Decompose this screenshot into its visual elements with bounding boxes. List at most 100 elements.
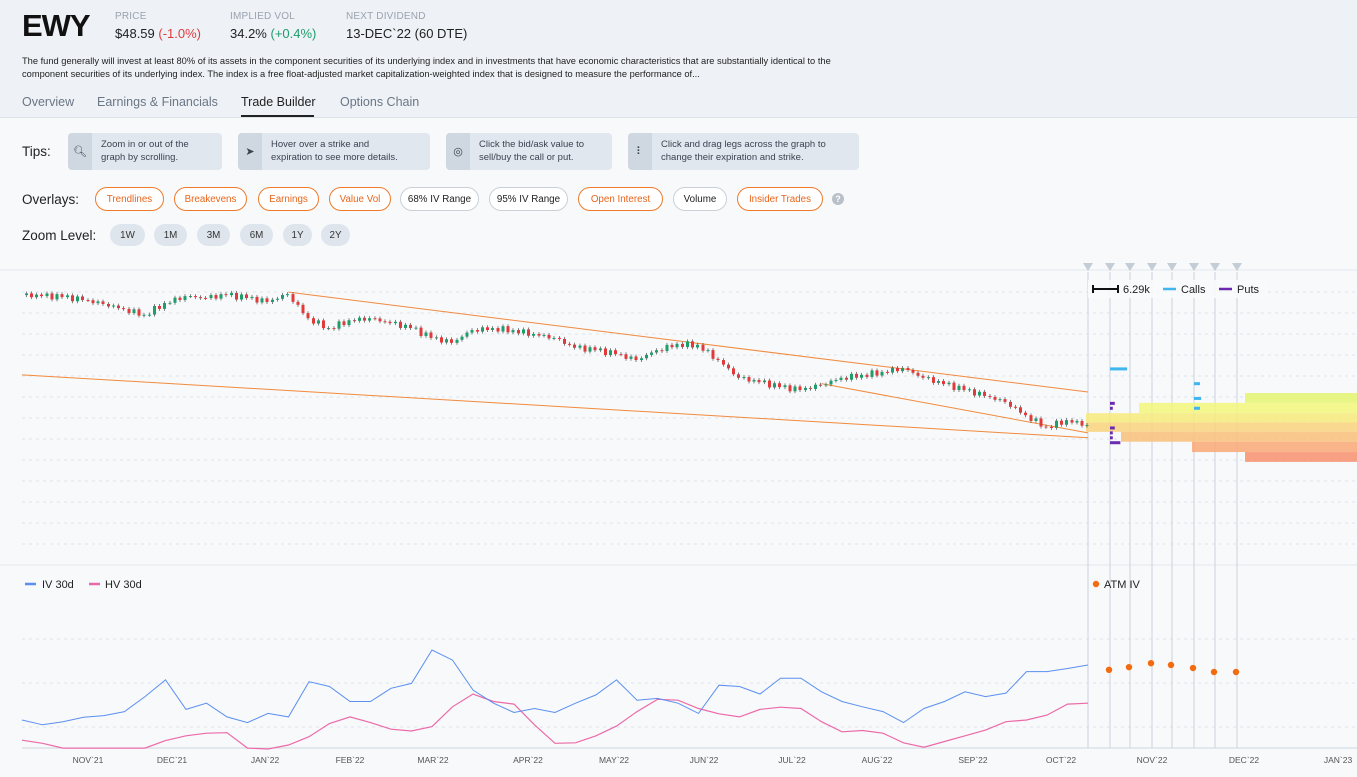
tab-trade-builder[interactable]: Trade Builder <box>241 95 316 109</box>
expiration-marker-icon <box>1147 263 1157 271</box>
zoom-2y[interactable]: 2Y <box>321 224 350 246</box>
candle-down <box>71 295 74 302</box>
candle-down <box>204 297 207 299</box>
iv-30d-line <box>21 649 1089 726</box>
x-tick-label: SEP`22 <box>958 755 988 765</box>
put-oi-bar <box>1110 426 1115 430</box>
expiration-marker-icon <box>1189 263 1199 271</box>
oi-legend-bg <box>1088 280 1268 298</box>
candle-down <box>440 337 443 343</box>
overlay-95-iv-range[interactable]: 95% IV Range <box>489 187 568 211</box>
candle-up <box>532 333 535 336</box>
candle-up <box>76 296 79 302</box>
candle-down <box>137 309 141 316</box>
candle-up <box>793 386 797 392</box>
candle-down <box>875 370 879 376</box>
candle-up <box>763 380 766 383</box>
zoom-3m[interactable]: 3M <box>197 224 230 246</box>
x-tick-label: APR`22 <box>513 755 543 765</box>
candle-down <box>312 318 315 324</box>
candle-down <box>701 344 705 351</box>
tip-zoom: 🔍︎ Zoom in or out of the graph by scrolli… <box>68 133 222 170</box>
candle-up <box>189 296 192 298</box>
candle-down <box>50 293 54 300</box>
tab-earnings-financials[interactable]: Earnings & Financials <box>97 95 218 109</box>
candle-down <box>568 343 571 345</box>
overlay-open-interest[interactable]: Open Interest <box>578 187 663 211</box>
candle-up <box>465 332 469 337</box>
candle-down <box>537 333 541 336</box>
candle-down <box>383 321 387 323</box>
candle-up <box>578 345 582 348</box>
dividend-label: NEXT DIVIDEND <box>346 11 426 22</box>
candle-up <box>45 293 49 297</box>
overlay-value-vol[interactable]: Value Vol <box>329 187 391 211</box>
zoom-1m[interactable]: 1M <box>154 224 187 246</box>
overlay-insider-trades[interactable]: Insider Trades <box>737 187 823 211</box>
candle-up <box>317 320 320 324</box>
atm-iv-point <box>1232 668 1240 676</box>
put-oi-bar <box>1110 401 1115 405</box>
candle-down <box>306 313 310 319</box>
iv-label: IMPLIED VOL <box>230 11 295 22</box>
candle-down <box>547 334 551 339</box>
candle-up <box>112 305 115 307</box>
candle-down <box>906 367 910 371</box>
atm-iv-point <box>1189 664 1197 672</box>
overlay-68-iv-range[interactable]: 68% IV Range <box>400 187 479 211</box>
candle-up <box>1065 420 1068 425</box>
candle-up <box>260 298 264 303</box>
candle-up <box>209 295 213 299</box>
zoom-6m[interactable]: 6M <box>240 224 273 246</box>
overlays-label: Overlays: <box>22 192 80 207</box>
candle-down <box>127 308 131 314</box>
candle-up <box>665 344 669 352</box>
overlay-trendlines[interactable]: Trendlines <box>95 187 164 211</box>
candle-down <box>634 356 638 361</box>
candle-up <box>66 295 69 298</box>
candle-down <box>158 305 161 309</box>
overlay-volume[interactable]: Volume <box>673 187 727 211</box>
expected-range-cell <box>1139 413 1192 423</box>
candle-up <box>552 337 556 339</box>
candle-up <box>337 321 341 329</box>
candle-up <box>645 354 648 359</box>
expiration-marker-icon <box>1105 263 1115 271</box>
candle-down <box>711 350 715 359</box>
candle-up <box>55 294 59 300</box>
candle-down <box>81 296 84 301</box>
candle-up <box>1055 420 1058 428</box>
candle-down <box>716 358 720 361</box>
overlay-breakevens[interactable]: Breakevens <box>174 187 247 211</box>
help-icon[interactable]: ? <box>832 193 844 205</box>
candle-up <box>927 377 930 379</box>
candle-up <box>957 385 961 391</box>
candle-up <box>850 373 853 380</box>
candle-up <box>183 296 187 301</box>
candle-up <box>968 389 971 391</box>
expected-range-cell <box>1245 413 1357 423</box>
iv-value: 34.2% (+0.4%) <box>230 26 316 41</box>
candle-down <box>921 375 925 378</box>
zoom-1w[interactable]: 1W <box>110 224 145 246</box>
tab-overview[interactable]: Overview <box>22 95 75 109</box>
candle-down <box>993 397 997 400</box>
x-tick-label: AUG`22 <box>862 755 893 765</box>
expected-range-cell <box>1086 413 1121 423</box>
candle-down <box>896 367 899 372</box>
candle-down <box>722 360 725 365</box>
candle-down <box>255 296 259 303</box>
tab-options-chain[interactable]: Options Chain <box>340 95 420 109</box>
candle-down <box>122 308 125 310</box>
candle-down <box>747 377 751 382</box>
candle-up <box>394 321 397 324</box>
candle-down <box>973 389 976 396</box>
candle-up <box>998 399 1002 401</box>
hv-30d-line <box>21 693 1089 750</box>
candle-down <box>573 344 576 348</box>
overlay-earnings[interactable]: Earnings <box>258 187 319 211</box>
zoom-1y[interactable]: 1Y <box>283 224 312 246</box>
expected-range-cell <box>1192 413 1245 423</box>
call-oi-bar <box>1194 406 1200 410</box>
